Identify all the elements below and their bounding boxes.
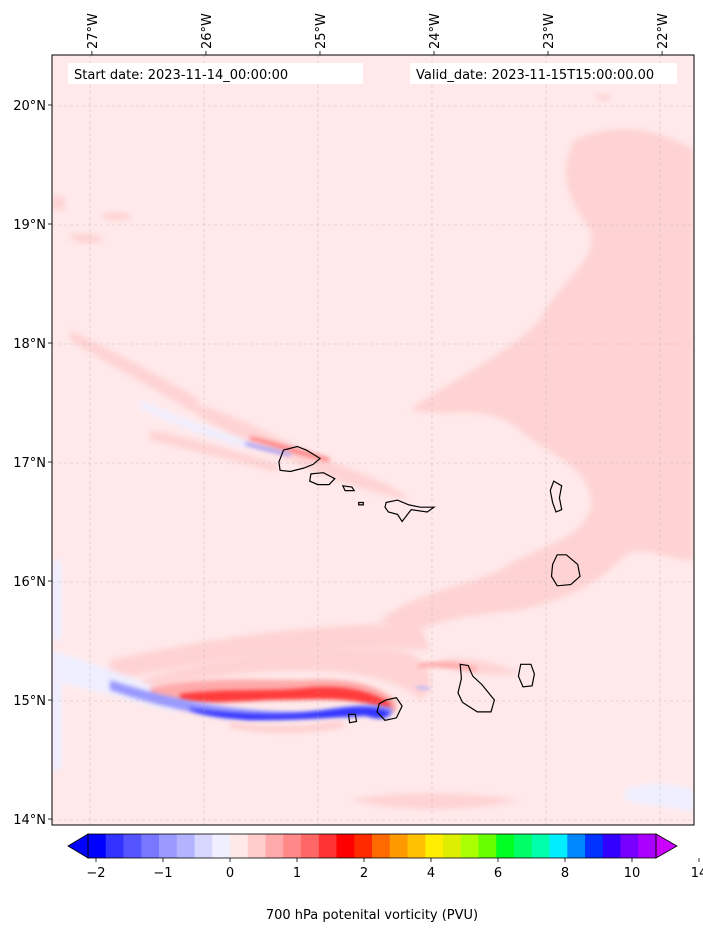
island-santiago [457,663,496,713]
valid-date-box [410,63,677,84]
colorbar-tick-label: 8 [561,866,569,881]
island-santo-antao [278,445,322,473]
colorbar-over-arrow [655,833,678,859]
colorbar-cell [159,834,178,858]
valid-date-label: Valid_date: 2023-11-15T15:00:00.00 [416,68,654,83]
colorbar-cell [425,834,444,858]
island-branco [358,501,364,506]
pv-streak [110,679,397,734]
colorbar-tick-label: 10 [624,866,641,881]
colorbar-cell [567,834,586,858]
colorbar-tick-label: 1 [293,866,301,881]
colorbar-cell [336,834,355,858]
colorbar-cell [301,834,320,858]
colorbar-cell [141,834,160,858]
y-tick-label: 14°N [13,813,46,828]
colorbar-tick-label: 2 [360,866,368,881]
weak-negative-region [52,400,694,812]
colorbar-cells [88,834,657,858]
colorbar-cell [443,834,462,858]
y-tick-label: 16°N [13,575,46,590]
colorbar-cell [265,834,284,858]
x-tick-label: 22°W [656,13,671,49]
start-date-label: Start date: 2023-11-14_00:00:00 [74,68,288,83]
y-tick-label: 17°N [13,456,46,471]
y-tick-label: 20°N [13,99,46,114]
colorbar-tick-label: 14 [691,866,703,881]
island-sal [549,480,563,513]
colorbar-frame [87,833,657,859]
x-tick-label: 26°W [200,13,215,49]
colorbar-cell [88,834,107,858]
colorbar-tick-label: −1 [153,866,172,881]
colorbar-cell [105,834,124,858]
pv-field [52,55,694,825]
colorbar-cell [194,834,213,858]
colorbar-cell [247,834,266,858]
colorbar-label: 700 hPa potenital vorticity (PVU) [266,908,478,923]
colorbar-cell [354,834,373,858]
colorbar-cell [372,834,391,858]
colorbar-tick-label: 4 [427,866,435,881]
y-tick-label: 19°N [13,218,46,233]
island-brava [347,713,358,724]
colorbar-cell [585,834,604,858]
x-tick-label: 27°W [86,13,101,49]
island-sao-nicolau [384,499,436,523]
colorbar-tick-label: −2 [86,866,105,881]
gridlines [52,55,694,825]
island-maio [517,663,536,688]
colorbar-cell [283,834,302,858]
y-axis-ticks: 20°N 19°N 18°N 17°N 16°N 15°N 14°N [13,99,52,828]
colorbar-tick-label: 6 [494,866,502,881]
map-frame [51,54,695,826]
x-tick-label: 25°W [314,13,329,49]
start-date-box [68,63,363,84]
colorbar: −2 −1 0 1 2 4 6 8 10 14 700 hPa potenital vortici… [67,833,703,923]
colorbar-tick-label: 0 [226,866,234,881]
colorbar-cell [460,834,479,858]
colorbar-cell [496,834,515,858]
y-tick-label: 18°N [13,337,46,352]
x-axis-ticks: 27°W 26°W 25°W 24°W 23°W 22°W [86,13,671,55]
x-tick-label: 23°W [542,13,557,49]
coastlines [278,445,581,724]
colorbar-cell [602,834,621,858]
colorbar-cell [549,834,568,858]
colorbar-cell [212,834,231,858]
colorbar-cell [318,834,337,858]
island-fogo [376,697,403,721]
island-boa-vista [550,554,581,587]
colorbar-under-arrow [67,833,89,859]
colorbar-cell [123,834,142,858]
colorbar-cell [620,834,639,858]
colorbar-cell [514,834,533,858]
colorbar-cell [407,834,426,858]
colorbar-cell [531,834,550,858]
colorbar-cell [638,834,657,858]
colorbar-cell [478,834,497,858]
colorbar-ticks: −2 −1 0 1 2 4 6 8 10 14 [86,858,703,881]
colorbar-cell [176,834,195,858]
colorbar-cell [230,834,249,858]
y-tick-label: 15°N [13,694,46,709]
x-tick-label: 24°W [428,13,443,49]
island-sao-vicente [309,472,336,486]
colorbar-cell [389,834,408,858]
map-panel: Start date: 2023-11-14_00:00:00 Valid_da… [13,13,695,828]
island-santa-luzia [341,485,356,492]
